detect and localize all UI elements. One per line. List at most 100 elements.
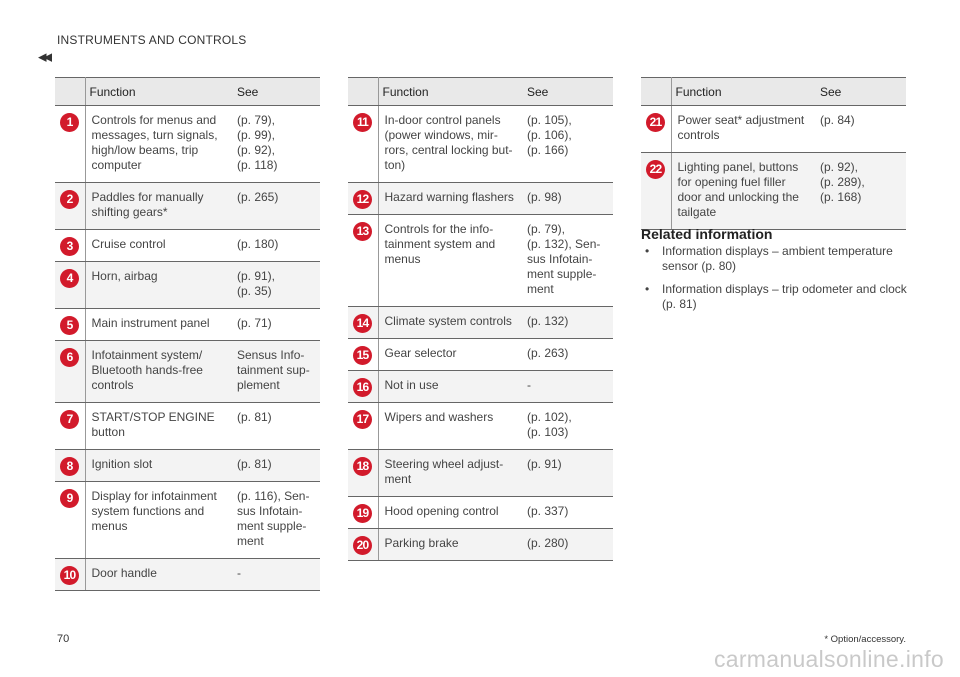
see-reference-cell[interactable]: (p. 265): [230, 182, 320, 230]
back-arrows-icon[interactable]: ◂◂: [38, 47, 52, 66]
callout-number-badge: 2: [60, 190, 79, 209]
function-column-header: Function: [85, 77, 230, 106]
related-information-list: • Information displays – ambient temperat…: [641, 244, 911, 320]
callout-cell: 11: [348, 105, 379, 183]
function-cell: Ignition slot: [85, 449, 230, 482]
see-column-header: See: [520, 77, 613, 106]
function-cell: Infotainment system/ Bluetooth hands-fre…: [85, 340, 230, 403]
callout-number-badge: 19: [353, 504, 372, 523]
table-row: 7 START/STOP ENGINE button (p. 81): [55, 402, 320, 450]
callout-cell: 10: [55, 558, 86, 591]
table-row: 3 Cruise control (p. 180): [55, 229, 320, 262]
footnote: * Option/accessory.: [824, 634, 906, 645]
table-row: 13 Controls for the info- tainment system…: [348, 214, 613, 307]
see-reference-cell[interactable]: (p. 105), (p. 106), (p. 166): [520, 105, 613, 183]
callout-cell: 18: [348, 449, 379, 497]
function-cell: Horn, airbag: [85, 261, 230, 309]
callout-cell: 9: [55, 481, 86, 559]
function-table-1: Function See 1 Controls for menus and mes…: [55, 77, 320, 591]
callout-cell: 16: [348, 370, 379, 403]
callout-number-badge: 10: [60, 566, 79, 585]
table-row: 14 Climate system controls (p. 132): [348, 306, 613, 339]
see-reference-cell[interactable]: (p. 81): [230, 402, 320, 450]
function-cell: Steering wheel adjust- ment: [378, 449, 520, 497]
see-reference-cell[interactable]: (p. 81): [230, 449, 320, 482]
callout-number-badge: 21: [646, 113, 665, 132]
see-reference-cell[interactable]: Sensus Info- tainment sup- plement: [230, 340, 320, 403]
callout-cell: 4: [55, 261, 86, 309]
function-table-3: Function See 21 Power seat* adjustment co…: [641, 77, 906, 230]
see-reference-cell[interactable]: (p. 102), (p. 103): [520, 402, 613, 450]
callout-number-badge: 11: [353, 113, 372, 132]
related-link-text[interactable]: Information displays – ambient temperatu…: [662, 244, 893, 273]
table-row: 12 Hazard warning flashers (p. 98): [348, 182, 613, 215]
callout-cell: 15: [348, 338, 379, 371]
see-reference-cell[interactable]: (p. 92), (p. 289), (p. 168): [813, 152, 906, 230]
callout-cell: 12: [348, 182, 379, 215]
see-reference-cell[interactable]: (p. 91), (p. 35): [230, 261, 320, 309]
callout-cell: 2: [55, 182, 86, 230]
callout-number-badge: 20: [353, 536, 372, 555]
see-reference-cell[interactable]: -: [230, 558, 320, 591]
bullet-icon: •: [645, 244, 650, 258]
table-row: 18 Steering wheel adjust- ment (p. 91): [348, 449, 613, 497]
see-reference-cell[interactable]: (p. 116), Sen- sus Infotain- ment supple…: [230, 481, 320, 559]
see-reference-cell[interactable]: -: [520, 370, 613, 403]
function-cell: Power seat* adjustment controls: [671, 105, 813, 153]
callout-number-badge: 13: [353, 222, 372, 241]
callout-number-badge: 12: [353, 190, 372, 209]
table-row: 11 In-door control panels (power windows,…: [348, 105, 613, 183]
callout-number-badge: 15: [353, 346, 372, 365]
callout-cell: 21: [641, 105, 672, 153]
callout-cell: 20: [348, 528, 379, 561]
see-reference-cell[interactable]: (p. 84): [813, 105, 906, 153]
see-reference-cell[interactable]: (p. 98): [520, 182, 613, 215]
section-header: INSTRUMENTS AND CONTROLS: [57, 33, 247, 47]
related-information-heading: Related information: [641, 226, 773, 242]
callout-cell: 5: [55, 308, 86, 341]
see-reference-cell[interactable]: (p. 79), (p. 99), (p. 92), (p. 118): [230, 105, 320, 183]
callout-number-badge: 14: [353, 314, 372, 333]
function-cell: Controls for the info- tainment system a…: [378, 214, 520, 307]
callout-cell: 13: [348, 214, 379, 307]
see-reference-cell[interactable]: (p. 71): [230, 308, 320, 341]
table-row: 6 Infotainment system/ Bluetooth hands-fr…: [55, 340, 320, 403]
related-link[interactable]: • Information displays – ambient temperat…: [641, 244, 911, 274]
function-cell: Door handle: [85, 558, 230, 591]
callout-number-badge: 8: [60, 457, 79, 476]
table-row: 15 Gear selector (p. 263): [348, 338, 613, 371]
function-cell: Hazard warning flashers: [378, 182, 520, 215]
table-row: 21 Power seat* adjustment controls (p. 84): [641, 105, 906, 153]
function-cell: Lighting panel, buttons for opening fuel…: [671, 152, 813, 230]
table-row: 19 Hood opening control (p. 337): [348, 496, 613, 529]
table-row: 20 Parking brake (p. 280): [348, 528, 613, 561]
number-column-header: [348, 77, 379, 106]
callout-cell: 6: [55, 340, 86, 403]
callout-number-badge: 5: [60, 316, 79, 335]
see-reference-cell[interactable]: (p. 337): [520, 496, 613, 529]
callout-cell: 8: [55, 449, 86, 482]
callout-cell: 14: [348, 306, 379, 339]
callout-cell: 22: [641, 152, 672, 230]
function-cell: Main instrument panel: [85, 308, 230, 341]
function-cell: Parking brake: [378, 528, 520, 561]
table-row: 2 Paddles for manually shifting gears* (p.…: [55, 182, 320, 230]
see-reference-cell[interactable]: (p. 280): [520, 528, 613, 561]
table-row: 5 Main instrument panel (p. 71): [55, 308, 320, 341]
callout-number-badge: 7: [60, 410, 79, 429]
table-row: 4 Horn, airbag (p. 91), (p. 35): [55, 261, 320, 309]
table-row: 10 Door handle -: [55, 558, 320, 591]
see-reference-cell[interactable]: (p. 132): [520, 306, 613, 339]
number-column-header: [641, 77, 672, 106]
table-row: 1 Controls for menus and messages, turn s…: [55, 105, 320, 183]
see-reference-cell[interactable]: (p. 79), (p. 132), Sen- sus Infotain- me…: [520, 214, 613, 307]
see-reference-cell[interactable]: (p. 180): [230, 229, 320, 262]
see-reference-cell[interactable]: (p. 263): [520, 338, 613, 371]
related-link[interactable]: • Information displays – trip odometer an…: [641, 282, 911, 312]
function-column-header: Function: [671, 77, 813, 106]
table-row: 8 Ignition slot (p. 81): [55, 449, 320, 482]
related-link-text[interactable]: Information displays – trip odometer and…: [662, 282, 907, 311]
callout-number-badge: 22: [646, 160, 665, 179]
see-reference-cell[interactable]: (p. 91): [520, 449, 613, 497]
callout-number-badge: 6: [60, 348, 79, 367]
